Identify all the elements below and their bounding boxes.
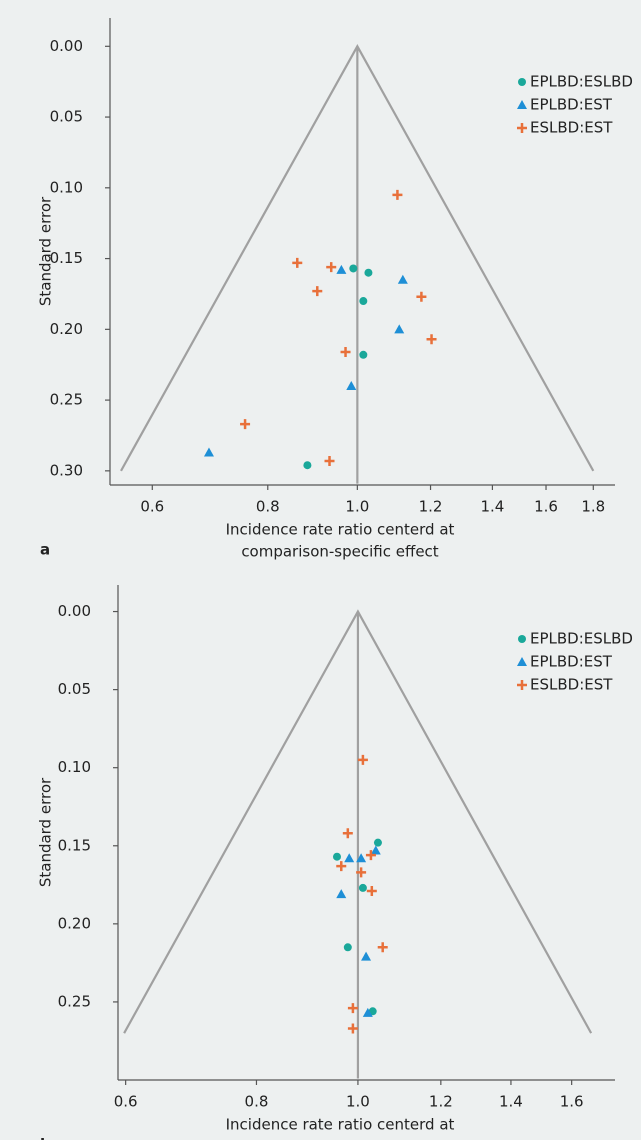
y-tick-label: 0.20 <box>50 320 83 338</box>
legend-marker <box>517 657 527 666</box>
legend-label: ESLBD:EST <box>530 676 613 694</box>
x-tick-label: 1.2 <box>429 1093 453 1111</box>
y-tick-label: 0.00 <box>58 602 91 620</box>
x-tick-label: 1.4 <box>480 498 504 516</box>
legend-label: EPLBD:EST <box>530 653 613 671</box>
point <box>357 754 368 765</box>
legend-marker <box>517 123 527 133</box>
x-axis-label: Incidence rate ratio centerd at <box>226 1116 455 1134</box>
y-tick-label: 0.05 <box>50 108 83 126</box>
legend-marker <box>518 78 526 86</box>
x-tick-label: 1.0 <box>346 1093 370 1111</box>
point <box>347 1023 358 1034</box>
panel-label: a <box>40 541 50 559</box>
point <box>392 189 403 200</box>
y-tick-label: 0.30 <box>50 461 83 479</box>
x-axis-label: comparison-specific effect <box>241 1138 438 1140</box>
point <box>365 850 376 861</box>
point <box>356 853 367 863</box>
y-axis-label: Standard error <box>37 196 55 306</box>
point <box>377 942 388 953</box>
y-tick-label: 0.10 <box>50 178 83 196</box>
point <box>240 419 251 430</box>
point <box>416 291 427 302</box>
point <box>362 1007 373 1017</box>
point <box>358 883 367 892</box>
point <box>303 461 312 470</box>
x-tick-label: 1.0 <box>345 498 369 516</box>
y-tick-label: 0.25 <box>50 391 83 409</box>
x-tick-label: 1.4 <box>499 1093 523 1111</box>
point <box>332 852 341 861</box>
point <box>324 455 335 466</box>
point <box>397 274 408 284</box>
point <box>370 845 381 855</box>
y-tick-label: 0.15 <box>50 249 83 267</box>
x-tick-label: 0.8 <box>245 1093 269 1111</box>
point <box>340 346 351 357</box>
x-tick-label: 1.8 <box>581 498 605 516</box>
y-axis-label: Standard error <box>37 777 55 887</box>
y-tick-label: 0.05 <box>58 680 91 698</box>
x-tick-label: 0.6 <box>140 498 164 516</box>
point <box>292 257 303 268</box>
point <box>336 889 347 899</box>
funnel-line <box>120 44 595 472</box>
point <box>366 886 377 897</box>
x-tick-label: 1.6 <box>560 1093 584 1111</box>
point <box>312 286 323 297</box>
legend-marker <box>517 680 527 690</box>
point <box>336 264 347 274</box>
point <box>364 268 373 277</box>
legend-marker <box>517 100 527 109</box>
panel-label: b <box>40 1136 51 1140</box>
point <box>356 867 367 878</box>
point <box>394 324 405 334</box>
legend-marker <box>518 635 526 643</box>
y-tick-label: 0.15 <box>58 836 91 854</box>
point <box>359 350 368 359</box>
point <box>342 828 353 839</box>
x-tick-label: 1.6 <box>534 498 558 516</box>
y-tick-label: 0.10 <box>58 758 91 776</box>
x-axis-label: comparison-specific effect <box>241 543 438 561</box>
point <box>326 262 337 273</box>
point <box>344 853 355 863</box>
point <box>346 380 357 390</box>
y-tick-label: 0.20 <box>58 914 91 932</box>
point <box>373 838 382 847</box>
point <box>349 264 358 273</box>
x-tick-label: 0.6 <box>114 1093 138 1111</box>
point <box>203 447 214 457</box>
x-axis-label: Incidence rate ratio centerd at <box>226 521 455 539</box>
point <box>343 943 352 952</box>
x-tick-label: 1.2 <box>419 498 443 516</box>
point <box>361 951 372 961</box>
legend-label: EPLBD:ESLBD <box>530 73 633 91</box>
x-tick-label: 0.8 <box>256 498 280 516</box>
point <box>347 1003 358 1014</box>
legend-label: EPLBD:EST <box>530 96 613 114</box>
point <box>359 297 368 306</box>
y-tick-label: 0.25 <box>58 992 91 1010</box>
point <box>426 334 437 345</box>
y-tick-label: 0.00 <box>50 37 83 55</box>
legend-label: ESLBD:EST <box>530 119 613 137</box>
point <box>336 861 347 872</box>
legend-label: EPLBD:ESLBD <box>530 630 633 648</box>
